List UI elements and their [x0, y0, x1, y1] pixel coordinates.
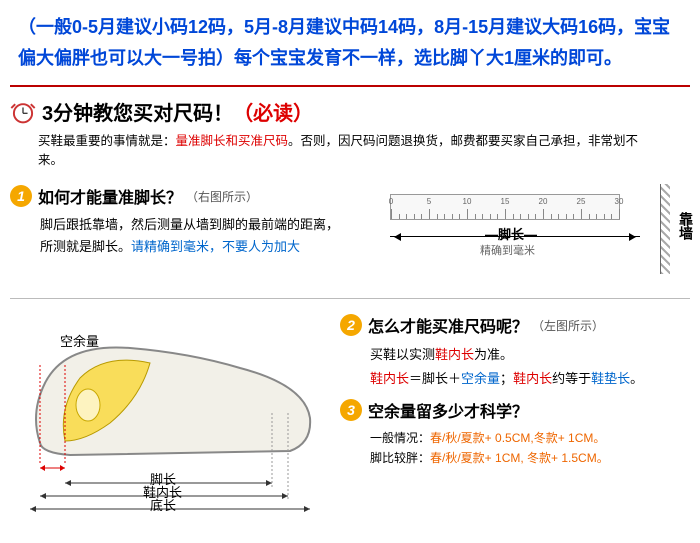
section-shoe-size: 空余量 脚长 鞋内长 底长 2 怎么才能买准尺码呢？ （左图所示） 买鞋以实测鞋… [0, 307, 700, 519]
sub-b: 量准脚长和买准尺码 [176, 134, 289, 148]
q1-hint: （右图所示） [186, 188, 258, 205]
q3-body: 一般情况：春/秋/夏款+ 0.5CM,冬款+ 1CM。 脚比较胖：春/秋/夏款+… [340, 428, 690, 469]
guide-title: 3分钟教您买对尺码！ [42, 97, 233, 126]
label-sole: 底长 [150, 495, 176, 514]
ruler-diagram: 051015202530 靠墙 —脚长— 精确到毫米 [390, 184, 690, 284]
q1-title: 如何才能量准脚长？ [38, 184, 182, 208]
q2-title: 怎么才能买准尺码呢？ [368, 313, 528, 337]
step-badge-3: 3 [340, 399, 362, 421]
clock-icon [10, 99, 36, 125]
section-measure-foot: 1 如何才能量准脚长？ （右图所示） 脚后跟抵靠墙，然后测量从墙到脚的最前端的距… [0, 178, 700, 290]
foot-precision-label: 精确到毫米 [480, 242, 535, 258]
title-row: 3分钟教您买对尺码！ （必读） [0, 87, 700, 130]
guide-subtitle: 买鞋最重要的事情就是：量准脚长和买准尺码。否则，因尺码问题退换货，邮费都要买家自… [0, 130, 700, 178]
label-spare: 空余量 [60, 331, 99, 350]
q2-hint: （左图所示） [532, 317, 604, 334]
wall-label: 靠墙 [676, 212, 696, 240]
sub-a: 买鞋最重要的事情就是： [38, 134, 176, 148]
step-badge-1: 1 [10, 185, 32, 207]
guide-title-must-read: （必读） [233, 97, 313, 126]
foot-length-label: —脚长— [485, 224, 537, 243]
top-size-note: （一般0-5月建议小码12码，5月-8月建议中码14码，8月-15月建议大码16… [0, 0, 700, 85]
q1-line1: 脚后跟抵靠墙，然后测量从墙到脚的最前端的距离， [40, 214, 390, 236]
q3-title: 空余量留多少才科学？ [368, 398, 528, 422]
shoe-diagram: 空余量 脚长 鞋内长 底长 [10, 313, 330, 513]
divider-grey [10, 298, 690, 299]
q1-line2: 所测就是脚长。请精确到毫米，不要人为加大 [40, 236, 390, 258]
step-badge-2: 2 [340, 314, 362, 336]
q2-body: 买鞋以实测鞋内长为准。 鞋内长＝脚长＋空余量；鞋内长约等于鞋垫长。 [340, 343, 690, 390]
